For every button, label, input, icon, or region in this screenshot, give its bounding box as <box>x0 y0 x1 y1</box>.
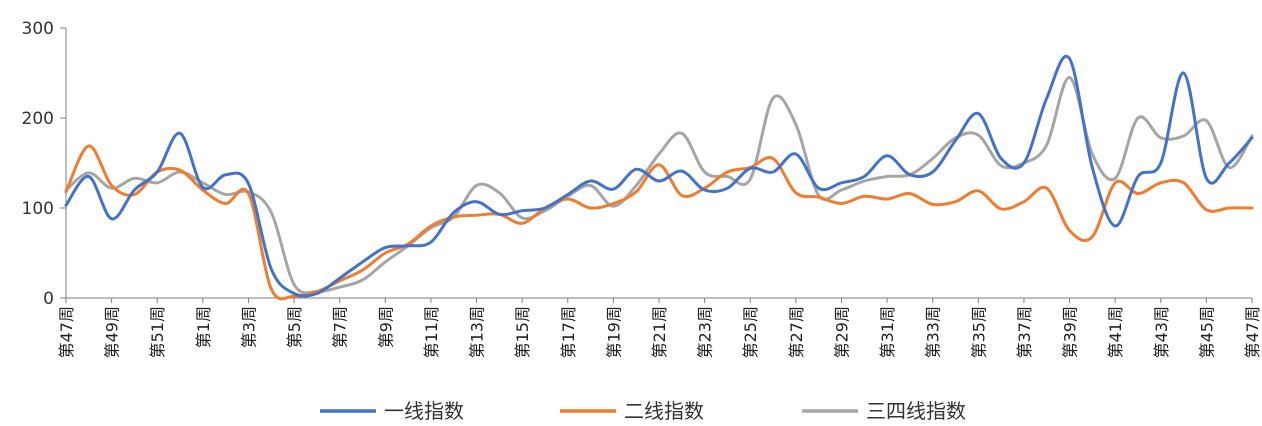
y-tick-labels: 0 100 200 300 <box>22 19 54 309</box>
x-tick-label: 第7周 <box>331 306 350 348</box>
x-tick-label: 第9周 <box>376 306 395 348</box>
legend-tier1-label: 一线指数 <box>384 399 464 423</box>
x-tick-label: 第29周 <box>832 306 851 358</box>
x-tick-label: 第41周 <box>1106 306 1125 358</box>
x-tick-label: 第47周 <box>1243 306 1262 358</box>
axes <box>60 27 1253 303</box>
x-tick-label: 第5周 <box>285 306 304 348</box>
x-tick-label: 第39周 <box>1061 306 1080 358</box>
x-tick-label: 第11周 <box>422 306 441 358</box>
legend-tier2-label: 二线指数 <box>624 399 704 423</box>
x-tick-label: 第51周 <box>148 306 167 358</box>
legend-tier34-label: 三四线指数 <box>866 399 966 423</box>
x-tick-label: 第35周 <box>969 306 988 358</box>
line-tier1-index <box>64 54 1254 298</box>
x-tick-label: 第33周 <box>924 306 943 358</box>
x-tick-label: 第23周 <box>696 306 715 358</box>
x-tick-label: 第13周 <box>468 306 487 358</box>
x-tick-label: 第19周 <box>604 306 623 358</box>
x-tick-label: 第3周 <box>239 306 258 348</box>
line-tier34-index <box>64 75 1254 295</box>
x-tick-label: 第25周 <box>741 306 760 358</box>
x-tick-label: 第47周 <box>57 306 76 358</box>
x-tick-label: 第17周 <box>559 306 578 358</box>
y-tick-label: 0 <box>43 289 54 309</box>
x-tick-label: 第15周 <box>513 306 532 358</box>
x-tick-label: 第43周 <box>1152 306 1171 358</box>
y-tick-label: 300 <box>22 19 54 39</box>
x-tick-label: 第1周 <box>194 306 213 348</box>
x-tick-label: 第45周 <box>1197 306 1216 358</box>
x-tick-label: 第27周 <box>787 306 806 358</box>
x-tick-labels: 第47周 第49周 第51周 第1周 第3周 第5周 第7周 第9周 第11周 第13周 第15周 第… <box>57 306 1262 358</box>
x-tick-label: 第49周 <box>103 306 122 358</box>
x-tick-label: 第31周 <box>878 306 897 358</box>
x-tick-label: 第37周 <box>1015 306 1034 358</box>
series-lines <box>64 54 1254 301</box>
y-tick-label: 100 <box>22 199 54 219</box>
y-tick-label: 200 <box>22 109 54 129</box>
legend: 一线指数 二线指数 三四线指数 <box>320 399 966 423</box>
x-tick-label: 第21周 <box>650 306 669 358</box>
line-tier2-index <box>64 144 1254 301</box>
